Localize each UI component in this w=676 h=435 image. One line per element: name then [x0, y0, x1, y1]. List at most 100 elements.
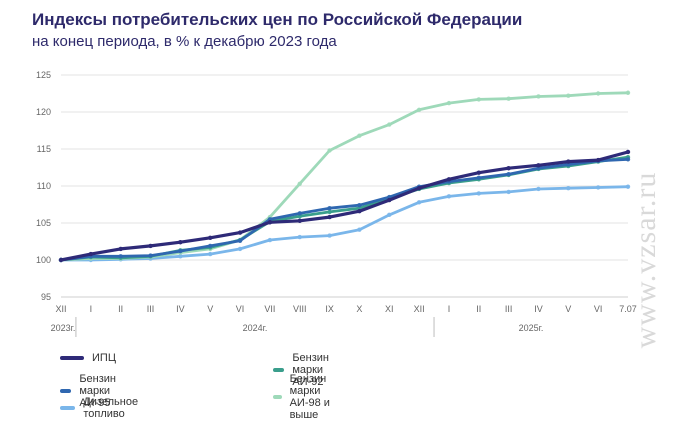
x-tick-label: XI [385, 304, 394, 314]
y-tick-label: 105 [36, 218, 51, 228]
data-point-diesel [297, 234, 302, 240]
data-point-diesel [357, 227, 362, 232]
legend-label-ai95: Бензин марки АИ-95 [79, 373, 116, 409]
data-point-cpi [88, 251, 94, 257]
y-tick-label: 110 [37, 181, 51, 191]
x-tick-label: XII [55, 304, 66, 314]
data-point-ai98 [387, 122, 392, 127]
x-tick-label: II [118, 304, 123, 314]
legend-swatch-ai92 [273, 368, 285, 372]
data-point-ai98 [446, 100, 452, 106]
x-tick-label: 7.07 [619, 304, 637, 314]
year-label: 2025г. [519, 323, 544, 333]
legend-swatch-diesel [60, 406, 76, 410]
data-point-cpi [625, 149, 631, 155]
x-tick-label: VIII [293, 304, 307, 314]
legend-item-ai92: Бензин марки АИ-92 [273, 352, 342, 388]
data-point-ai92 [327, 209, 332, 215]
data-point-cpi [446, 177, 452, 182]
data-point-ai98 [416, 107, 422, 112]
data-point-diesel [237, 246, 243, 252]
legend-swatch-ai98 [273, 395, 282, 399]
data-point-cpi [178, 240, 183, 245]
year-label: 2024г. [243, 323, 268, 333]
x-tick-label: V [565, 304, 571, 314]
data-point-cpi [595, 157, 601, 163]
data-point-diesel [595, 185, 601, 190]
data-point-ai98 [506, 96, 511, 101]
data-point-cpi [387, 197, 392, 203]
legend-swatch-cpi [60, 356, 84, 360]
legend-label-ai92: Бензин марки АИ-92 [292, 352, 329, 388]
data-point-diesel [506, 189, 511, 195]
x-tick-label: I [90, 304, 93, 314]
data-point-diesel [208, 251, 213, 257]
data-point-ai95 [506, 171, 511, 177]
data-point-diesel [446, 194, 452, 199]
data-point-diesel [476, 191, 481, 196]
data-point-ai95 [625, 157, 631, 162]
x-tick-label: II [476, 304, 481, 314]
legend-item-ai98: Бензин марки АИ-98 и выше [273, 373, 342, 421]
x-tick-label: IX [325, 304, 334, 314]
data-point-cpi [148, 243, 153, 249]
x-tick-label: III [505, 304, 513, 314]
data-point-cpi [118, 246, 123, 252]
x-tick-label: VI [236, 304, 245, 314]
data-point-cpi [237, 230, 243, 235]
chart-title: Индексы потребительских цен по Российско… [32, 10, 523, 29]
data-point-cpi [566, 159, 571, 164]
data-point-ai95 [297, 211, 302, 216]
data-point-diesel [625, 184, 631, 189]
data-point-diesel [416, 200, 422, 205]
legend-swatch-ai95 [60, 389, 72, 393]
x-tick-label: VII [264, 304, 275, 314]
series-line-cpi [59, 150, 630, 262]
data-point-ai98 [625, 90, 631, 95]
year-label: 2023г. [51, 323, 76, 333]
legend-label-cpi: ИПЦ [92, 352, 116, 364]
data-point-ai95 [208, 243, 213, 249]
data-point-ai95 [476, 175, 481, 181]
data-point-cpi [536, 163, 541, 168]
x-tick-label: IV [534, 304, 543, 314]
data-point-diesel [327, 233, 332, 238]
data-point-ai98 [566, 93, 571, 98]
watermark-text: www.vzsar.ru [629, 171, 662, 349]
chart-subtitle: на конец периода, в % к декабрю 2023 год… [32, 33, 337, 50]
x-tick-label: III [147, 304, 155, 314]
x-tick-label: I [448, 304, 451, 314]
x-tick-label: X [356, 304, 362, 314]
legend-label-ai98: Бензин марки АИ-98 и выше [289, 373, 330, 421]
data-point-ai95 [357, 203, 362, 208]
data-point-diesel [267, 237, 273, 243]
y-tick-label: 120 [36, 107, 51, 117]
data-point-ai95 [148, 253, 153, 258]
data-point-ai98 [595, 91, 601, 96]
x-tick-label: XII [414, 304, 425, 314]
data-point-ai98 [476, 97, 481, 102]
data-point-cpi [58, 257, 64, 263]
data-point-ai98 [536, 94, 541, 99]
x-tick-label: V [207, 304, 213, 314]
legend-label-diesel: Дизельное топливо [83, 396, 139, 420]
watermark: www.vzsar.ru [629, 95, 662, 425]
series-line-diesel [59, 185, 630, 262]
series-line-ai95 [59, 157, 630, 262]
data-point-diesel [387, 212, 392, 218]
legend-item-diesel: Дизельное топливо [60, 396, 147, 420]
data-point-ai95 [118, 254, 123, 259]
data-point-ai98 [327, 148, 332, 153]
x-tick-label: IV [176, 304, 185, 314]
data-point-cpi [416, 186, 422, 191]
data-point-diesel [178, 254, 183, 259]
y-tick-label: 125 [36, 70, 51, 80]
data-point-ai98 [297, 181, 302, 186]
data-point-ai95 [327, 206, 332, 211]
x-tick-label: VI [594, 304, 603, 314]
data-point-cpi [267, 220, 273, 225]
y-tick-label: 95 [41, 292, 51, 302]
data-point-diesel [536, 186, 541, 192]
y-tick-label: 100 [36, 255, 51, 265]
data-point-ai98 [357, 133, 362, 138]
